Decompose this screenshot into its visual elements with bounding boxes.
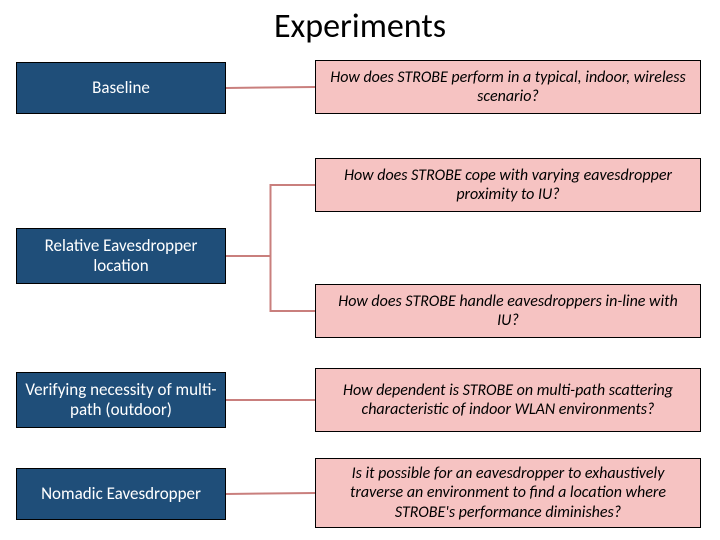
question-q1: How does STROBE perform in a typical, in… — [315, 60, 701, 114]
experiment-relative: Relative Eavesdropper location — [16, 228, 226, 284]
question-q5: Is it possible for an eavesdropper to ex… — [315, 458, 701, 528]
connector-baseline-q1 — [226, 87, 315, 88]
question-q4: How dependent is STROBE on multi-path sc… — [315, 368, 701, 432]
experiment-baseline: Baseline — [16, 62, 226, 114]
connector-relative-q2 — [226, 185, 315, 256]
question-q2: How does STROBE cope with varying eavesd… — [315, 158, 701, 212]
connector-relative-q3 — [226, 256, 315, 311]
slide-title: Experiments — [0, 6, 720, 47]
question-q3: How does STROBE handle eavesdroppers in-… — [315, 284, 701, 338]
experiment-verify: Verifying necessity of multi-path (outdo… — [16, 372, 226, 428]
connector-nomadic-q5 — [226, 493, 315, 494]
experiment-nomadic: Nomadic Eavesdropper — [16, 468, 226, 520]
